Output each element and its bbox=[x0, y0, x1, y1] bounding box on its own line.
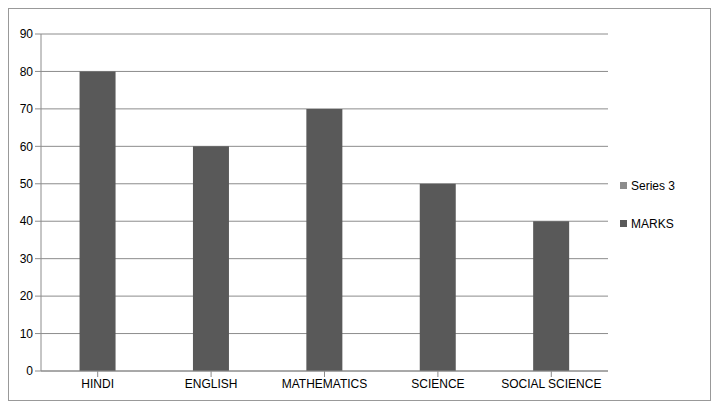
svg-text:30: 30 bbox=[20, 252, 34, 266]
svg-text:ENGLISH: ENGLISH bbox=[185, 377, 238, 391]
svg-text:60: 60 bbox=[20, 140, 34, 154]
svg-text:0: 0 bbox=[26, 364, 33, 378]
html-text:MARKS: MARKS bbox=[631, 216, 674, 231]
svg-text:MATHEMATICS: MATHEMATICS bbox=[282, 377, 368, 391]
svg-text:80: 80 bbox=[20, 65, 34, 79]
svg-text:SCIENCE: SCIENCE bbox=[411, 377, 464, 391]
html-text:Series 3: Series 3 bbox=[631, 178, 675, 193]
svg-text:SOCIAL SCIENCE: SOCIAL SCIENCE bbox=[501, 377, 601, 391]
svg-text:50: 50 bbox=[20, 177, 34, 191]
svg-text:90: 90 bbox=[20, 27, 34, 41]
svg-text:40: 40 bbox=[20, 214, 34, 228]
svg-text:10: 10 bbox=[20, 327, 34, 341]
svg-text:70: 70 bbox=[20, 102, 34, 116]
svg-text:HINDI: HINDI bbox=[81, 377, 114, 391]
svg-text:20: 20 bbox=[20, 289, 34, 303]
